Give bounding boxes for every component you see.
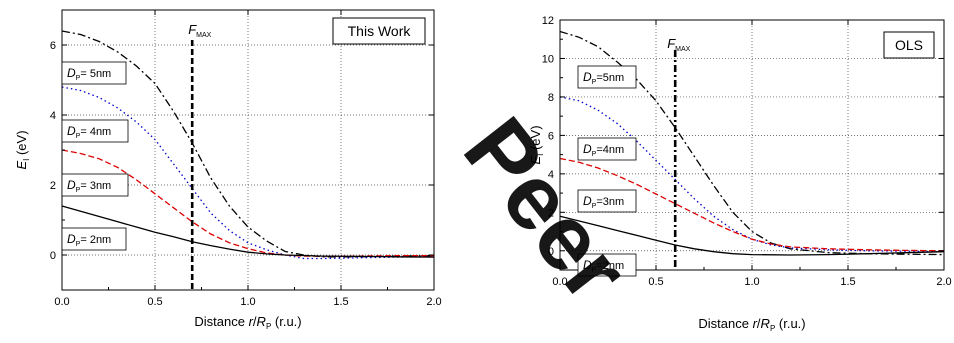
x-tick-label: 1.0 <box>744 276 759 288</box>
y-tick-label: 8 <box>548 92 554 104</box>
x-tick-label: 1.5 <box>333 296 348 308</box>
y-axis-label: EI (eV) <box>528 125 545 164</box>
series-line-3nm <box>61 149 434 257</box>
y-tick-label: 4 <box>50 110 56 122</box>
diameter-label-box <box>577 253 637 277</box>
series-line-5nm <box>61 30 435 258</box>
diameter-label: DP=4nm <box>583 142 624 158</box>
y-tick-label: 0 <box>548 246 554 258</box>
diameter-label-box <box>61 119 129 143</box>
diameter-label: DP=2nm <box>583 258 624 274</box>
x-tick-label: 0.0 <box>552 276 567 288</box>
title-box <box>883 31 935 59</box>
diameter-label-box <box>577 137 637 161</box>
x-tick-label: 0.5 <box>648 276 663 288</box>
chart-panel-2: FMAX 0.0 0.5 1.0 1.5 2.0 0 2 4 6 8 10 12 OLS DP=5nm DP=… <box>528 15 952 333</box>
x-axis-label: Distance r/RP (r.u.) <box>698 316 805 333</box>
y-tick-label: 6 <box>50 40 56 52</box>
series-line-4nm <box>559 96 945 253</box>
title-box <box>332 17 426 45</box>
y-tick-label: 2 <box>548 207 554 219</box>
diameter-label: DP=5nm <box>583 70 624 86</box>
y-tick-label: 10 <box>542 53 554 65</box>
title-box-label: OLS <box>895 37 923 53</box>
y-tick-label: 0 <box>50 250 56 262</box>
chart-panel-1: FMAX 0.0 0.5 1.0 1.5 2.0 0 2 4 6 This Work DP= 5nm D… <box>14 9 442 331</box>
x-tick-label: 1.0 <box>240 296 255 308</box>
x-tick-label: 0.0 <box>54 296 69 308</box>
x-axis-label: Distance r/RP (r.u.) <box>194 314 301 331</box>
diameter-label: DP= 2nm <box>67 232 111 248</box>
series-line-2nm <box>61 205 435 258</box>
diameter-label-box <box>61 227 127 251</box>
x-tick-label: 1.5 <box>840 276 855 288</box>
x-tick-label: 2.0 <box>936 276 951 288</box>
x-tick-label: 2.0 <box>426 296 441 308</box>
diameter-label-box <box>61 61 127 85</box>
title-box-label: This Work <box>348 23 412 39</box>
diameter-label: DP= 5nm <box>67 66 111 82</box>
diameter-label-box <box>577 189 637 213</box>
y-tick-label: 6 <box>548 130 554 142</box>
diameter-label-box <box>577 65 637 89</box>
x-tick-label: 0.5 <box>147 296 162 308</box>
fmax-label: FMAX <box>667 36 690 53</box>
diameter-label: DP= 4nm <box>67 124 111 140</box>
diameter-label-box <box>61 173 129 197</box>
diameter-label: DP= 3nm <box>67 178 111 194</box>
series-line-3nm <box>559 157 945 252</box>
y-tick-label: 2 <box>50 180 56 192</box>
y-tick-label: 4 <box>548 169 554 181</box>
diameter-label: DP=3nm <box>583 194 624 210</box>
fmax-label: FMAX <box>188 22 211 39</box>
series-line-2nm <box>559 215 945 256</box>
y-tick-label: 12 <box>542 15 554 27</box>
y-axis-label: EI (eV) <box>14 130 31 169</box>
